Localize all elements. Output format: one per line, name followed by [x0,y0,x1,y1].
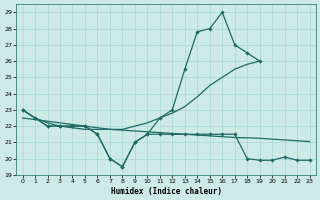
X-axis label: Humidex (Indice chaleur): Humidex (Indice chaleur) [111,187,221,196]
